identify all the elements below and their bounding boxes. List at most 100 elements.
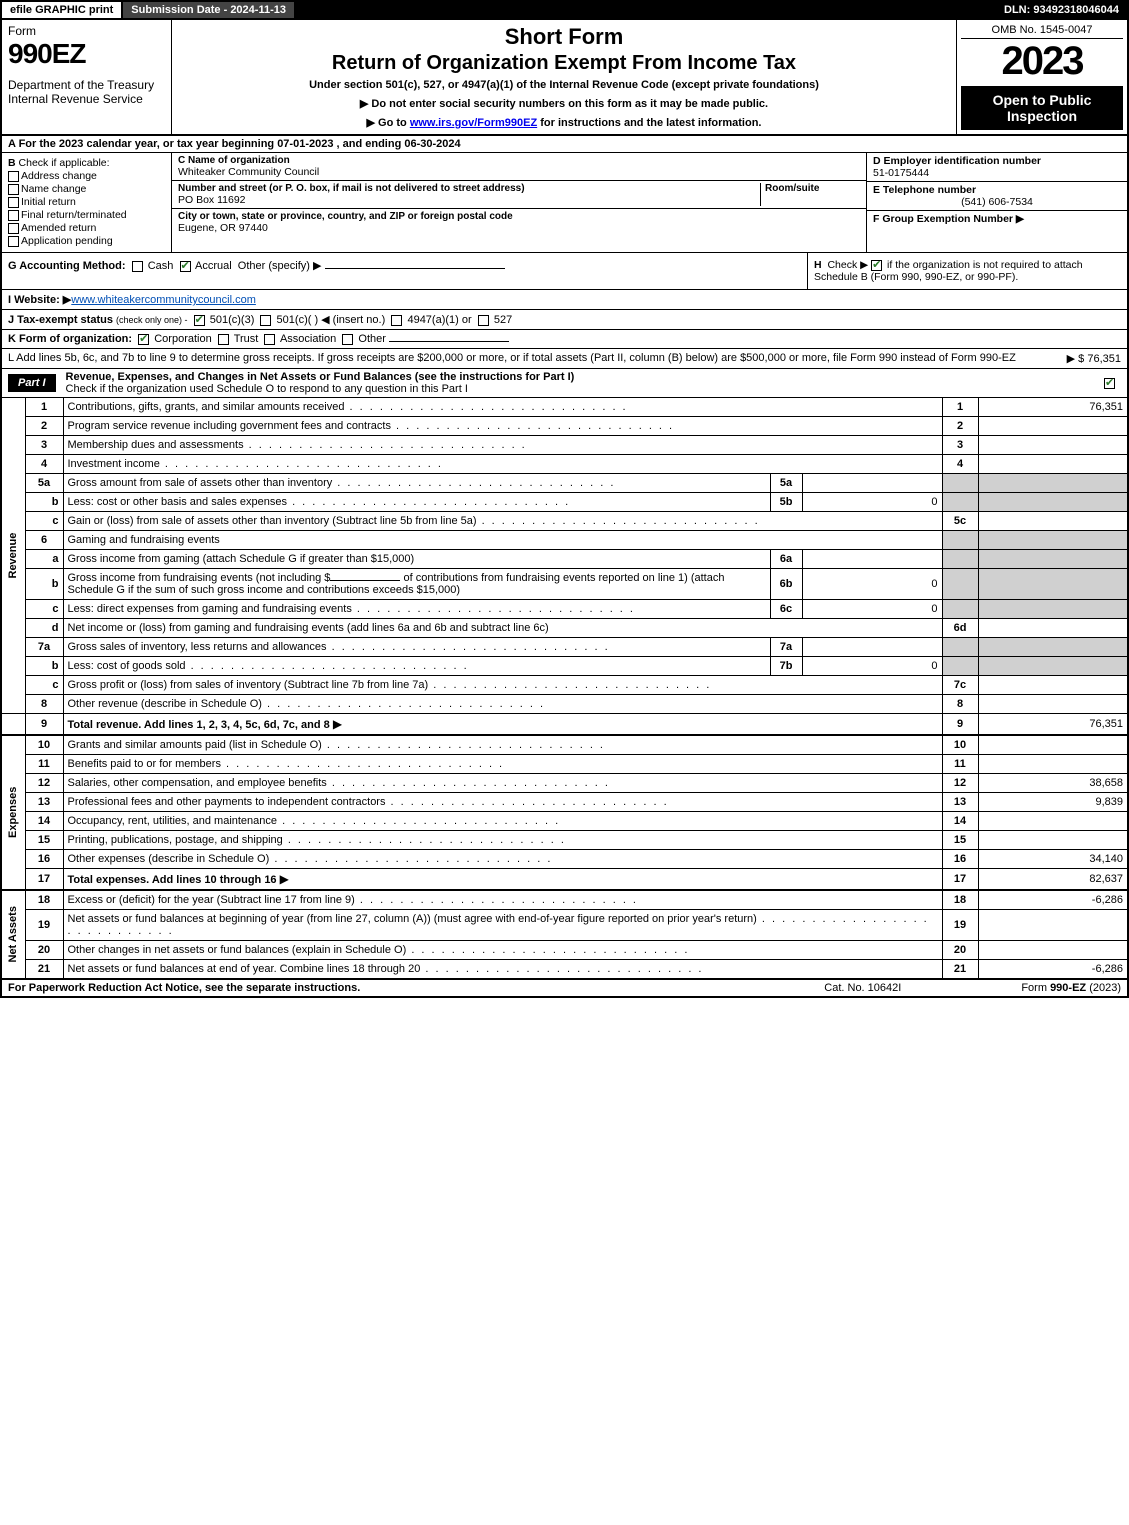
form-word: Form <box>8 24 165 38</box>
line-11: 11Benefits paid to or for members 11 <box>1 755 1128 774</box>
line-7a: 7aGross sales of inventory, less returns… <box>1 638 1128 657</box>
vlabel-net-assets: Net Assets <box>1 890 25 979</box>
e-label: E Telephone number <box>873 184 976 196</box>
row-i-website: I Website: ▶www.whiteakercommunitycounci… <box>0 290 1129 310</box>
telephone-value: (541) 606-7534 <box>873 196 1121 208</box>
part-i-header: Part I Revenue, Expenses, and Changes in… <box>0 369 1129 398</box>
vlabel-expenses: Expenses <box>1 735 25 890</box>
cb-cash[interactable] <box>132 261 143 272</box>
line-17: 17Total expenses. Add lines 10 through 1… <box>1 869 1128 891</box>
f-label: F Group Exemption Number ▶ <box>873 213 1024 225</box>
row-k-form-org: K Form of organization: Corporation Trus… <box>0 330 1129 349</box>
part-i-title: Revenue, Expenses, and Changes in Net As… <box>66 371 575 383</box>
form-header: Form 990EZ Department of the Treasury In… <box>0 20 1129 136</box>
line-9: 9Total revenue. Add lines 1, 2, 3, 4, 5c… <box>1 714 1128 736</box>
line-8: 8Other revenue (describe in Schedule O) … <box>1 695 1128 714</box>
cb-other[interactable] <box>342 334 353 345</box>
efile-print[interactable]: efile GRAPHIC print <box>2 2 121 18</box>
cb-trust[interactable] <box>218 334 229 345</box>
irs-label: Internal Revenue Service <box>8 92 165 106</box>
line-12: 12Salaries, other compensation, and empl… <box>1 774 1128 793</box>
page-footer: For Paperwork Reduction Act Notice, see … <box>0 979 1129 998</box>
line-10: Expenses 10Grants and similar amounts pa… <box>1 735 1128 755</box>
title-main: Return of Organization Exempt From Incom… <box>180 52 948 75</box>
line-5b: bLess: cost or other basis and sales exp… <box>1 493 1128 512</box>
line-21: 21Net assets or fund balances at end of … <box>1 960 1128 979</box>
footer-right: Form 990-EZ (2023) <box>1021 982 1121 994</box>
cb-association[interactable] <box>264 334 275 345</box>
org-city: Eugene, OR 97440 <box>178 222 860 234</box>
line-15: 15Printing, publications, postage, and s… <box>1 831 1128 850</box>
cb-501c[interactable] <box>260 315 271 326</box>
org-address: PO Box 11692 <box>178 194 760 206</box>
cb-schedule-b[interactable] <box>871 260 882 271</box>
submission-date: Submission Date - 2024-11-13 <box>121 2 296 18</box>
line-14: 14Occupancy, rent, utilities, and mainte… <box>1 812 1128 831</box>
footer-left: For Paperwork Reduction Act Notice, see … <box>8 982 824 994</box>
part-i-tab: Part I <box>8 374 56 392</box>
cb-final-return[interactable]: Final return/terminated <box>8 209 165 221</box>
ein-value: 51-0175444 <box>873 167 929 179</box>
room-label: Room/suite <box>765 183 860 194</box>
cb-address-change[interactable]: Address change <box>8 170 165 182</box>
line-2: 2Program service revenue including gover… <box>1 417 1128 436</box>
cb-name-change[interactable]: Name change <box>8 183 165 195</box>
cb-schedule-o[interactable] <box>1104 378 1115 389</box>
instr-prefix: ▶ Go to <box>367 117 410 129</box>
irs-link[interactable]: www.irs.gov/Form990EZ <box>410 117 537 129</box>
row-gh: G Accounting Method: Cash Accrual Other … <box>0 253 1129 290</box>
line-1: Revenue 1 Contributions, gifts, grants, … <box>1 398 1128 417</box>
line-16: 16Other expenses (describe in Schedule O… <box>1 850 1128 869</box>
line-20: 20Other changes in net assets or fund ba… <box>1 941 1128 960</box>
cb-501c3[interactable] <box>194 315 205 326</box>
info-grid: B Check if applicable: Address change Na… <box>0 153 1129 253</box>
line-3: 3Membership dues and assessments 3 <box>1 436 1128 455</box>
cb-4947[interactable] <box>391 315 402 326</box>
header-mid: Short Form Return of Organization Exempt… <box>172 20 957 134</box>
vlabel-revenue: Revenue <box>1 398 25 714</box>
row-j-tax-exempt: J Tax-exempt status (check only one) - 5… <box>0 310 1129 330</box>
tax-year: 2023 <box>961 39 1123 84</box>
cb-527[interactable] <box>478 315 489 326</box>
website-link[interactable]: www.whiteakercommunitycouncil.com <box>71 294 256 306</box>
line-13: 13Professional fees and other payments t… <box>1 793 1128 812</box>
form-number: 990EZ <box>8 38 165 70</box>
footer-mid: Cat. No. 10642I <box>824 982 901 994</box>
lines-table: Revenue 1 Contributions, gifts, grants, … <box>0 398 1129 979</box>
d-label: D Employer identification number <box>873 155 1041 167</box>
row-a-tax-year: A For the 2023 calendar year, or tax yea… <box>0 136 1129 153</box>
l-amount: ▶ $ 76,351 <box>1067 352 1121 365</box>
cb-application-pending[interactable]: Application pending <box>8 235 165 247</box>
open-public: Open to Public Inspection <box>961 86 1123 130</box>
instr-ssn: ▶ Do not enter social security numbers o… <box>180 97 948 110</box>
h-block: H Check ▶ if the organization is not req… <box>807 253 1127 289</box>
org-name: Whiteaker Community Council <box>178 166 860 178</box>
line-5a: 5aGross amount from sale of assets other… <box>1 474 1128 493</box>
header-right: OMB No. 1545-0047 2023 Open to Public In… <box>957 20 1127 134</box>
col-de: D Employer identification number 51-0175… <box>867 153 1127 252</box>
line-6d: dNet income or (loss) from gaming and fu… <box>1 619 1128 638</box>
cb-initial-return[interactable]: Initial return <box>8 196 165 208</box>
line-4: 4Investment income 4 <box>1 455 1128 474</box>
line-6b: b Gross income from fundraising events (… <box>1 569 1128 600</box>
line-7c: cGross profit or (loss) from sales of in… <box>1 676 1128 695</box>
title-short: Short Form <box>180 24 948 50</box>
col-c: C Name of organization Whiteaker Communi… <box>172 153 867 252</box>
subtitle: Under section 501(c), 527, or 4947(a)(1)… <box>180 79 948 91</box>
cb-amended-return[interactable]: Amended return <box>8 222 165 234</box>
c-addr-label: Number and street (or P. O. box, if mail… <box>178 183 760 194</box>
dept-treasury: Department of the Treasury <box>8 78 165 92</box>
dln: DLN: 93492318046044 <box>996 2 1127 18</box>
col-b: B Check if applicable: Address change Na… <box>2 153 172 252</box>
line-18: Net Assets 18Excess or (deficit) for the… <box>1 890 1128 910</box>
cb-accrual[interactable] <box>180 261 191 272</box>
b-label: Check if applicable: <box>19 157 110 169</box>
cb-corporation[interactable] <box>138 334 149 345</box>
top-bar: efile GRAPHIC print Submission Date - 20… <box>0 0 1129 20</box>
line-6a: aGross income from gaming (attach Schedu… <box>1 550 1128 569</box>
c-city-label: City or town, state or province, country… <box>178 211 860 222</box>
header-left: Form 990EZ Department of the Treasury In… <box>2 20 172 134</box>
line-7b: bLess: cost of goods sold 7b0 <box>1 657 1128 676</box>
line-6: 6Gaming and fundraising events <box>1 531 1128 550</box>
line-19: 19Net assets or fund balances at beginni… <box>1 910 1128 941</box>
